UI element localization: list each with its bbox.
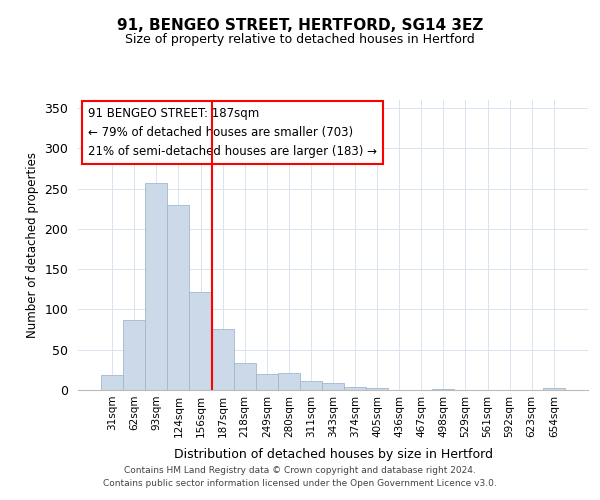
Bar bbox=[344, 387, 366, 390]
Text: 91 BENGEO STREET: 187sqm
← 79% of detached houses are smaller (703)
21% of semi-: 91 BENGEO STREET: 187sqm ← 79% of detach… bbox=[88, 108, 377, 158]
Text: Contains HM Land Registry data © Crown copyright and database right 2024.
Contai: Contains HM Land Registry data © Crown c… bbox=[103, 466, 497, 487]
X-axis label: Distribution of detached houses by size in Hertford: Distribution of detached houses by size … bbox=[173, 448, 493, 461]
Bar bbox=[145, 183, 167, 390]
Bar bbox=[256, 374, 278, 390]
Y-axis label: Number of detached properties: Number of detached properties bbox=[26, 152, 39, 338]
Bar bbox=[322, 383, 344, 390]
Bar bbox=[433, 389, 454, 390]
Text: Size of property relative to detached houses in Hertford: Size of property relative to detached ho… bbox=[125, 32, 475, 46]
Bar bbox=[543, 388, 565, 390]
Bar bbox=[366, 388, 388, 390]
Bar bbox=[233, 364, 256, 390]
Bar bbox=[190, 292, 212, 390]
Text: 91, BENGEO STREET, HERTFORD, SG14 3EZ: 91, BENGEO STREET, HERTFORD, SG14 3EZ bbox=[117, 18, 483, 32]
Bar bbox=[167, 204, 190, 390]
Bar bbox=[300, 381, 322, 390]
Bar bbox=[101, 374, 123, 390]
Bar bbox=[123, 320, 145, 390]
Bar bbox=[278, 373, 300, 390]
Bar bbox=[212, 329, 233, 390]
